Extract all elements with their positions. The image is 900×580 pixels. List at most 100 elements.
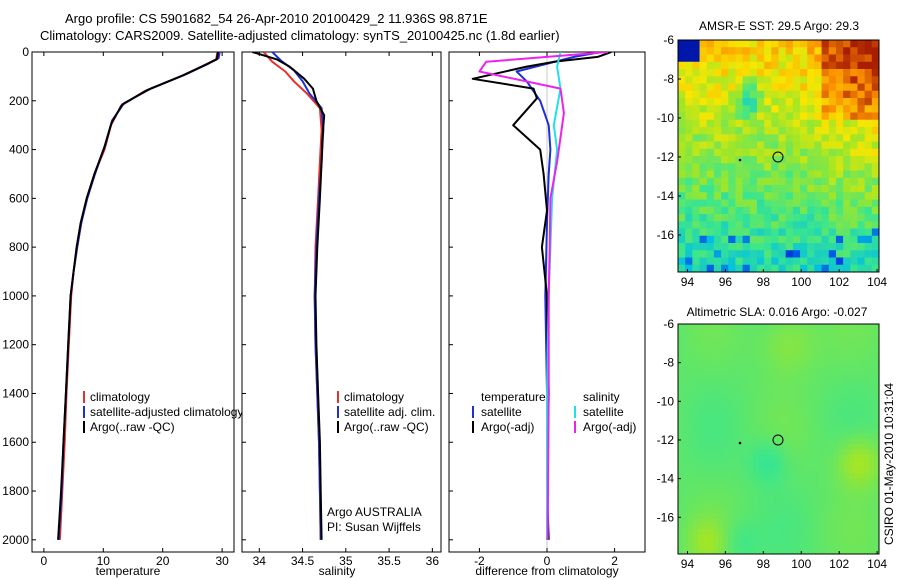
map-cell — [685, 76, 693, 84]
map-cell — [692, 134, 700, 142]
map-cell — [853, 544, 860, 550]
map-cell — [698, 494, 704, 500]
map-cell — [871, 228, 880, 237]
map-cell — [748, 529, 754, 535]
map-cell — [798, 459, 805, 465]
map-cell — [843, 221, 851, 229]
map-cell — [764, 127, 772, 135]
map-cell — [773, 379, 779, 385]
map-cell — [803, 459, 810, 465]
map-cell — [718, 534, 724, 540]
map-cell — [749, 235, 758, 244]
map-cell — [793, 494, 800, 500]
map-cell — [858, 484, 865, 490]
map-cell — [703, 324, 709, 330]
map-cell — [850, 127, 858, 135]
map-cell — [718, 404, 724, 410]
temperature-legend: climatology satellite-adjusted climatolo… — [83, 390, 243, 434]
map-cell — [871, 141, 880, 150]
map-cell — [858, 449, 865, 455]
map-cell — [788, 424, 794, 430]
map-cell — [798, 454, 805, 460]
map-cell — [873, 444, 880, 450]
map-cell — [828, 464, 835, 470]
map-cell — [706, 192, 715, 200]
map-cell — [749, 170, 758, 179]
map-cell — [713, 192, 722, 200]
map-cell — [850, 105, 858, 113]
map-cell — [868, 464, 875, 470]
map-cell — [792, 221, 801, 229]
map-cell — [873, 329, 880, 335]
map-cell — [685, 105, 693, 113]
map-cell — [857, 119, 866, 128]
map-cell — [735, 250, 744, 258]
map-cell — [771, 141, 779, 150]
map-cell — [728, 454, 734, 460]
map-cell — [743, 404, 749, 410]
map-cell — [803, 359, 810, 365]
map-cell — [708, 344, 714, 350]
map-cell — [793, 409, 800, 415]
map-cell — [818, 489, 825, 495]
map-cell — [743, 499, 749, 505]
map-cell — [728, 439, 734, 445]
map-cell — [788, 364, 794, 370]
map-cell — [683, 439, 689, 445]
map-cell — [803, 494, 810, 500]
map-cell — [778, 264, 787, 273]
map-cell — [773, 439, 779, 445]
map-cell — [685, 177, 693, 186]
map-cell — [871, 192, 880, 200]
map-cell — [828, 389, 835, 395]
map-cell — [843, 83, 851, 92]
map-cell — [718, 379, 724, 385]
map-cell — [721, 185, 729, 193]
map-cell — [838, 509, 845, 515]
map-cell — [713, 170, 722, 179]
map-cell — [821, 250, 830, 258]
map-cell — [742, 54, 751, 63]
map-cell — [814, 170, 822, 179]
map-cell — [873, 404, 880, 410]
map-cell — [753, 424, 759, 430]
sst-map-title: AMSR-E SST: 29.5 Argo: 29.3 — [699, 19, 859, 33]
map-cell — [685, 163, 693, 171]
map-cell — [835, 170, 844, 179]
map-cell — [783, 479, 789, 485]
map-cell — [828, 257, 837, 266]
map-cell — [788, 464, 794, 470]
map-cell — [800, 156, 808, 164]
map-cell — [692, 228, 700, 237]
map-cell — [808, 464, 815, 470]
map-cell — [773, 349, 779, 355]
map-cell — [788, 409, 794, 415]
map-cell — [742, 163, 751, 171]
map-cell — [703, 449, 709, 455]
map-cell — [773, 494, 779, 500]
map-y-tick-label: -10 — [657, 394, 675, 408]
map-cell — [749, 163, 758, 171]
map-cell — [778, 199, 787, 208]
map-cell — [718, 414, 724, 420]
map-cell — [793, 439, 800, 445]
map-cell — [818, 364, 825, 370]
map-cell — [768, 374, 774, 380]
map-cell — [771, 199, 779, 208]
map-cell — [706, 243, 715, 251]
map-cell — [764, 243, 772, 251]
map-cell — [868, 359, 875, 365]
map-cell — [678, 83, 686, 92]
map-cell — [821, 264, 830, 273]
map-cell — [788, 449, 794, 455]
map-cell — [713, 529, 719, 535]
map-cell — [843, 409, 850, 415]
map-cell — [703, 419, 709, 425]
map-cell — [778, 519, 784, 525]
map-cell — [688, 339, 694, 345]
map-cell — [733, 409, 739, 415]
map-cell — [693, 389, 699, 395]
map-cell — [778, 364, 784, 370]
map-cell — [735, 83, 744, 92]
map-cell — [843, 344, 850, 350]
